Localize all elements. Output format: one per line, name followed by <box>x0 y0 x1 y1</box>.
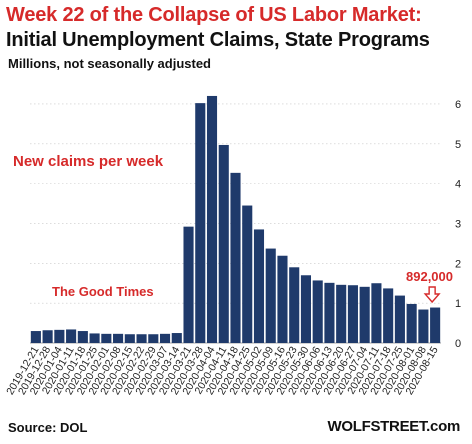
bar <box>371 283 382 343</box>
y-tick-label: 3 <box>455 218 461 230</box>
bar <box>394 295 405 343</box>
bar <box>159 333 171 343</box>
bar <box>277 255 288 343</box>
bar <box>383 288 394 343</box>
bar <box>77 331 88 343</box>
bar <box>171 333 182 343</box>
bar <box>418 309 429 343</box>
x-axis-ticks: 2019-12-212019-12-282020-01-042020-01-11… <box>4 344 441 397</box>
y-tick-label: 0 <box>455 338 461 350</box>
down-arrow-icon <box>423 286 441 304</box>
bar <box>124 334 135 343</box>
bar <box>347 285 358 343</box>
brand-logo-text: WOLFSTREET.com <box>327 418 461 435</box>
bar <box>253 229 265 343</box>
bar <box>183 226 194 343</box>
y-tick-label: 2 <box>455 258 461 270</box>
bar <box>54 329 65 343</box>
bars <box>30 95 441 343</box>
bar <box>289 267 300 343</box>
annotation-new-claims: New claims per week <box>13 153 164 170</box>
bar <box>89 333 100 343</box>
bar <box>206 95 218 343</box>
bar <box>242 205 253 343</box>
annotations: New claims per week The Good Times 892,000 <box>13 153 453 304</box>
bar <box>101 333 112 343</box>
chart-title: Week 22 of the Collapse of US Labor Mark… <box>6 4 422 26</box>
bar <box>430 307 441 343</box>
bar <box>230 172 241 343</box>
bar <box>406 303 417 343</box>
y-tick-label: 6 <box>455 99 461 111</box>
bar <box>42 330 53 343</box>
bar <box>66 329 77 343</box>
y-tick-label: 5 <box>455 139 461 151</box>
bar <box>300 275 312 343</box>
y-tick-label: 1 <box>455 298 461 310</box>
bar <box>218 144 229 343</box>
bar <box>265 248 276 343</box>
bar <box>336 284 347 343</box>
bar <box>113 333 124 343</box>
bar <box>324 282 335 343</box>
y-axis-ticks: 0 1 2 3 4 5 6 <box>455 99 461 350</box>
bar <box>195 103 206 343</box>
units-note: Millions, not seasonally adjusted <box>8 56 211 71</box>
bar <box>30 331 41 343</box>
bar <box>148 334 159 343</box>
bar <box>312 280 323 343</box>
y-tick-label: 4 <box>455 179 461 191</box>
annotation-good-times: The Good Times <box>52 284 154 299</box>
source-note: Source: DOL <box>8 420 88 435</box>
annotation-last-value: 892,000 <box>406 269 453 284</box>
chart-subtitle: Initial Unemployment Claims, State Progr… <box>6 29 430 51</box>
bar <box>136 334 147 343</box>
bar <box>359 286 370 343</box>
